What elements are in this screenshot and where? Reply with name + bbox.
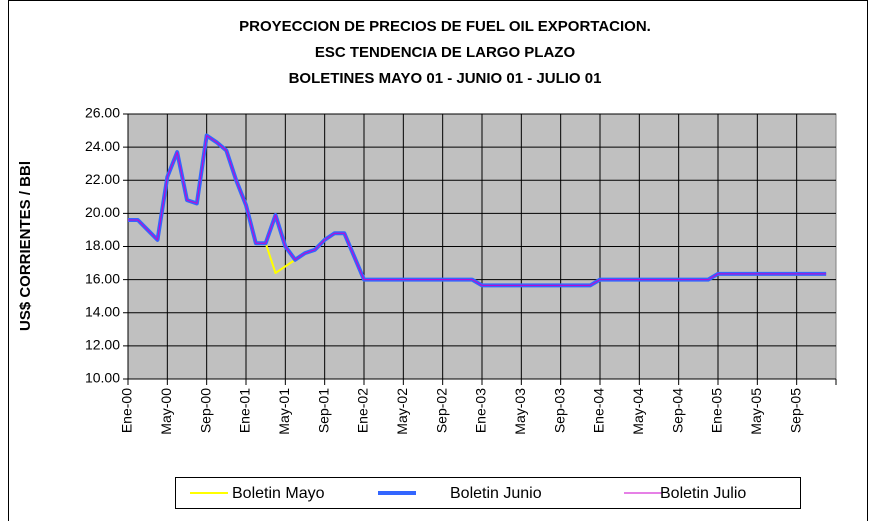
y-tick-label: 26.00	[85, 105, 120, 121]
x-tick-label: Ene-02	[355, 388, 371, 433]
y-tick-label: 12.00	[85, 337, 120, 353]
series-line	[128, 135, 827, 286]
x-tick-label: May-00	[158, 388, 174, 435]
y-tick-label: 14.00	[85, 303, 120, 319]
y-tick-label: 18.00	[85, 237, 120, 253]
x-tick-label: Sep-05	[787, 388, 803, 433]
x-tick-label: Ene-00	[119, 388, 135, 433]
y-tick-label: 20.00	[85, 204, 120, 220]
x-tick-label: Sep-02	[433, 388, 449, 433]
x-tick-label: May-02	[394, 388, 410, 435]
y-tick-label: 16.00	[85, 270, 120, 286]
chart-title: BOLETINES MAYO 01 - JUNIO 01 - JULIO 01	[289, 70, 602, 87]
x-tick-label: May-05	[748, 388, 764, 435]
chart-title: ESC TENDENCIA DE LARGO PLAZO	[315, 44, 576, 61]
x-tick-label: May-01	[276, 388, 292, 435]
x-tick-label: Ene-05	[709, 388, 725, 433]
x-tick-label: Sep-03	[551, 388, 567, 433]
legend-label: Boletin Junio	[450, 485, 542, 502]
y-tick-label: 10.00	[85, 370, 120, 386]
x-tick-label: Ene-01	[237, 388, 253, 433]
legend-label: Boletin Julio	[660, 485, 746, 502]
y-axis-label: US$ CORRIENTES / BBl	[17, 161, 34, 331]
y-tick-label: 22.00	[85, 171, 120, 187]
x-tick-label: Sep-01	[315, 388, 331, 433]
legend-box	[175, 477, 801, 509]
legend-label: Boletin Mayo	[232, 485, 325, 502]
x-tick-label: Sep-00	[197, 388, 213, 433]
x-tick-label: May-03	[512, 388, 528, 435]
x-tick-label: Sep-04	[669, 388, 685, 433]
y-tick-label: 24.00	[85, 138, 120, 154]
x-tick-label: Ene-03	[473, 388, 489, 433]
x-tick-label: May-04	[630, 388, 646, 435]
x-tick-label: Ene-04	[591, 388, 607, 433]
chart-title: PROYECCION DE PRECIOS DE FUEL OIL EXPORT…	[239, 18, 651, 35]
